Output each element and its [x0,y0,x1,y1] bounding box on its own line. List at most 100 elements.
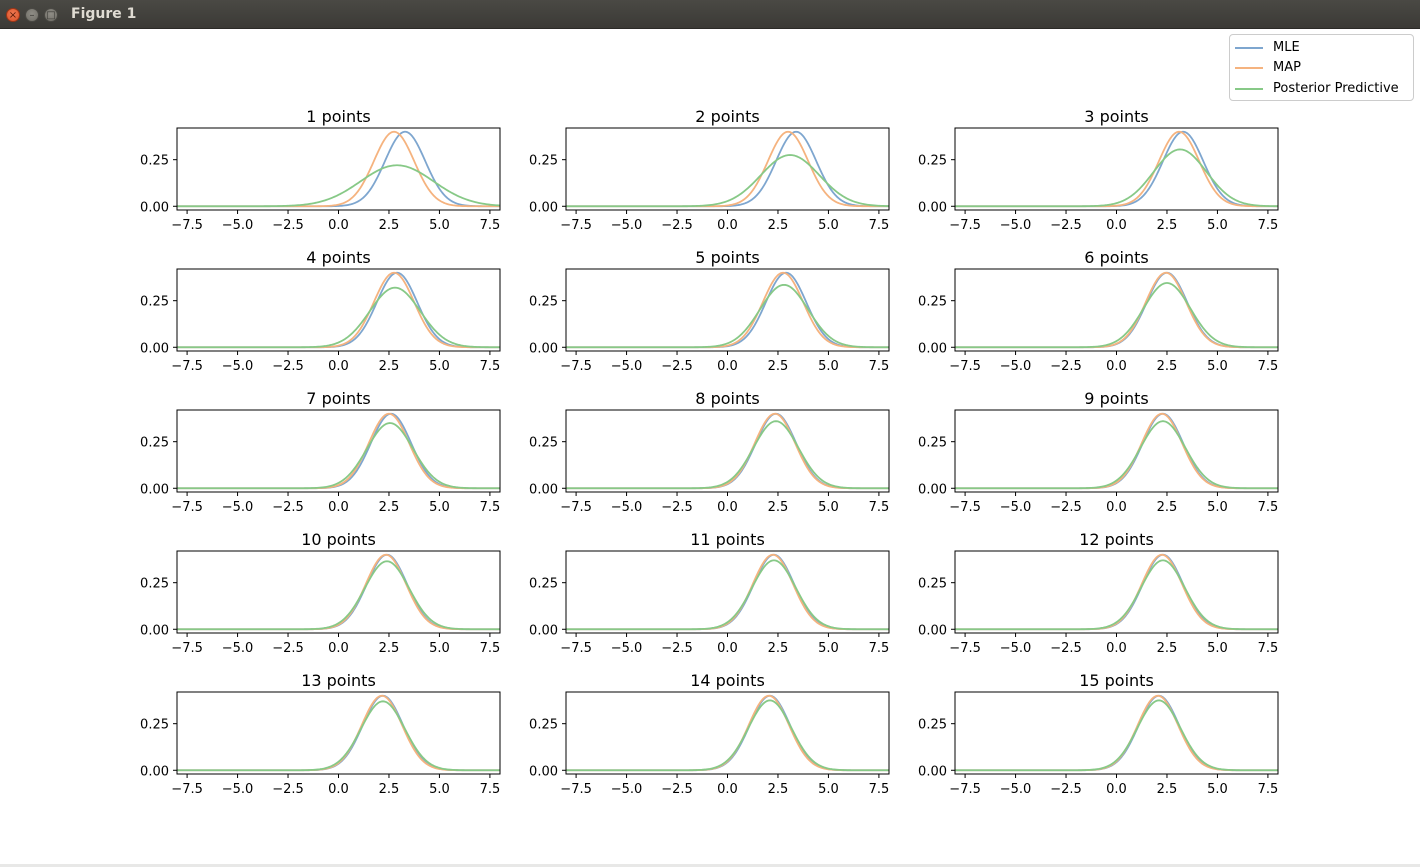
x-tick-label: 0.0 [328,782,349,797]
subplot-title: 14 points [690,671,765,690]
series-posterior-predictive-line [955,282,1278,349]
series-map-line [566,271,889,349]
y-tick-label: 0.00 [140,341,169,356]
close-icon[interactable]: × [6,8,20,22]
series-posterior-predictive-line [566,420,889,490]
y-tick-label: 0.25 [529,718,558,733]
x-tick-label: −7.5 [171,782,203,797]
x-tick-label: −5.0 [222,359,254,374]
x-tick-label: 2.5 [379,782,400,797]
axes-frame [565,127,890,211]
x-tick-label: −5.0 [611,782,643,797]
x-tick-label: −7.5 [560,218,592,233]
x-tick-label: 7.5 [480,218,501,233]
subplot-4: 4 points −7.5 −5.0 −2.5 0.0 2.5 5.0 7.5 0.00 0.25 [140,248,501,374]
x-tick-label: 5.0 [429,782,450,797]
subplot-title: 7 points [306,389,370,408]
y-tick-label: 0.00 [918,623,947,638]
x-tick-label: 0.0 [328,218,349,233]
x-tick-label: −7.5 [171,218,203,233]
y-tick-label: 0.00 [140,482,169,497]
subplot-title: 11 points [690,530,765,549]
x-tick-label: 5.0 [1207,218,1228,233]
x-tick-label: −7.5 [949,359,981,374]
x-tick-label: 2.5 [1157,641,1178,656]
minimize-icon[interactable]: – [25,8,39,22]
series-mle-line [566,271,889,349]
legend-label-mle: MLE [1273,40,1300,55]
subplot-9: 9 points −7.5 −5.0 −2.5 0.0 2.5 5.0 7.5 0.00 0.25 [918,389,1279,515]
x-tick-label: 7.5 [1258,218,1279,233]
x-tick-label: −2.5 [272,641,304,656]
x-tick-label: −7.5 [949,782,981,797]
axes-frame [176,127,501,211]
series-posterior-predictive-line [177,422,500,490]
bottom-strip [0,864,1420,867]
axes-frame [565,268,890,352]
series-map-line [955,412,1278,490]
x-tick-label: 5.0 [1207,641,1228,656]
legend-label-map: MAP [1273,60,1301,75]
axes-frame [954,127,1279,211]
subplot-title: 2 points [695,107,759,126]
x-tick-label: 7.5 [869,359,890,374]
x-tick-label: 2.5 [379,359,400,374]
x-tick-label: 7.5 [869,782,890,797]
series-posterior-predictive-line [177,700,500,772]
x-tick-label: −5.0 [1000,359,1032,374]
legend-line-mle [1235,47,1263,49]
subplot-7: 7 points −7.5 −5.0 −2.5 0.0 2.5 5.0 7.5 0.00 0.25 [140,389,501,515]
x-tick-label: 5.0 [818,359,839,374]
x-tick-label: −2.5 [661,218,693,233]
x-tick-label: −7.5 [560,359,592,374]
x-tick-label: −7.5 [171,500,203,515]
x-tick-label: 7.5 [1258,359,1279,374]
subplot-3: 3 points −7.5 −5.0 −2.5 0.0 2.5 5.0 7.5 0.00 0.25 [918,107,1279,233]
x-tick-label: −2.5 [1050,359,1082,374]
series-mle-line [566,412,889,490]
series-mle-line [177,412,500,490]
x-tick-label: −5.0 [222,500,254,515]
series-posterior-predictive-line [566,559,889,631]
series-map-line [955,553,1278,631]
series-map-line [955,271,1278,349]
series-mle-line [955,130,1278,208]
x-tick-label: −2.5 [661,782,693,797]
x-tick-label: −2.5 [272,359,304,374]
x-tick-label: −7.5 [949,500,981,515]
x-tick-label: 0.0 [717,641,738,656]
x-tick-label: −7.5 [171,641,203,656]
x-tick-label: 2.5 [379,218,400,233]
series-mle-line [177,271,500,349]
subplot-11: 11 points −7.5 −5.0 −2.5 0.0 2.5 5.0 7.5 0.00 0.2… [529,530,890,656]
y-tick-label: 0.00 [529,341,558,356]
x-tick-label: −5.0 [1000,218,1032,233]
maximize-icon[interactable]: □ [44,8,58,22]
window-title: Figure 1 [71,6,137,22]
series-posterior-predictive-line [566,699,889,772]
x-tick-label: −2.5 [661,500,693,515]
legend-item-mle: MLE [1230,38,1413,58]
x-tick-label: 7.5 [1258,500,1279,515]
x-tick-label: 7.5 [480,359,501,374]
figure-canvas: 1 points −7.5 −5.0 −2.5 0.0 2.5 5.0 7.5 0.00 0.25… [140,107,1279,797]
x-tick-label: −2.5 [1050,782,1082,797]
subplot-1: 1 points −7.5 −5.0 −2.5 0.0 2.5 5.0 7.5 0.00 0.25 [140,107,501,233]
x-tick-label: 0.0 [1106,218,1127,233]
y-tick-label: 0.25 [918,718,947,733]
x-tick-label: 7.5 [1258,782,1279,797]
y-tick-label: 0.25 [918,154,947,169]
y-tick-label: 0.25 [918,436,947,451]
axes-frame [565,409,890,493]
y-tick-label: 0.25 [529,295,558,310]
axes-frame [954,268,1279,352]
subplot-title: 13 points [301,671,376,690]
series-mle-line [955,553,1278,631]
subplot-14: 14 points −7.5 −5.0 −2.5 0.0 2.5 5.0 7.5 0.00 0.2… [529,671,890,797]
y-tick-label: 0.25 [140,154,169,169]
x-tick-label: 5.0 [1207,359,1228,374]
axes-frame [565,550,890,634]
x-tick-label: −7.5 [560,782,592,797]
x-tick-label: 5.0 [429,500,450,515]
legend-item-posterior-predictive: Posterior Predictive [1230,79,1413,99]
